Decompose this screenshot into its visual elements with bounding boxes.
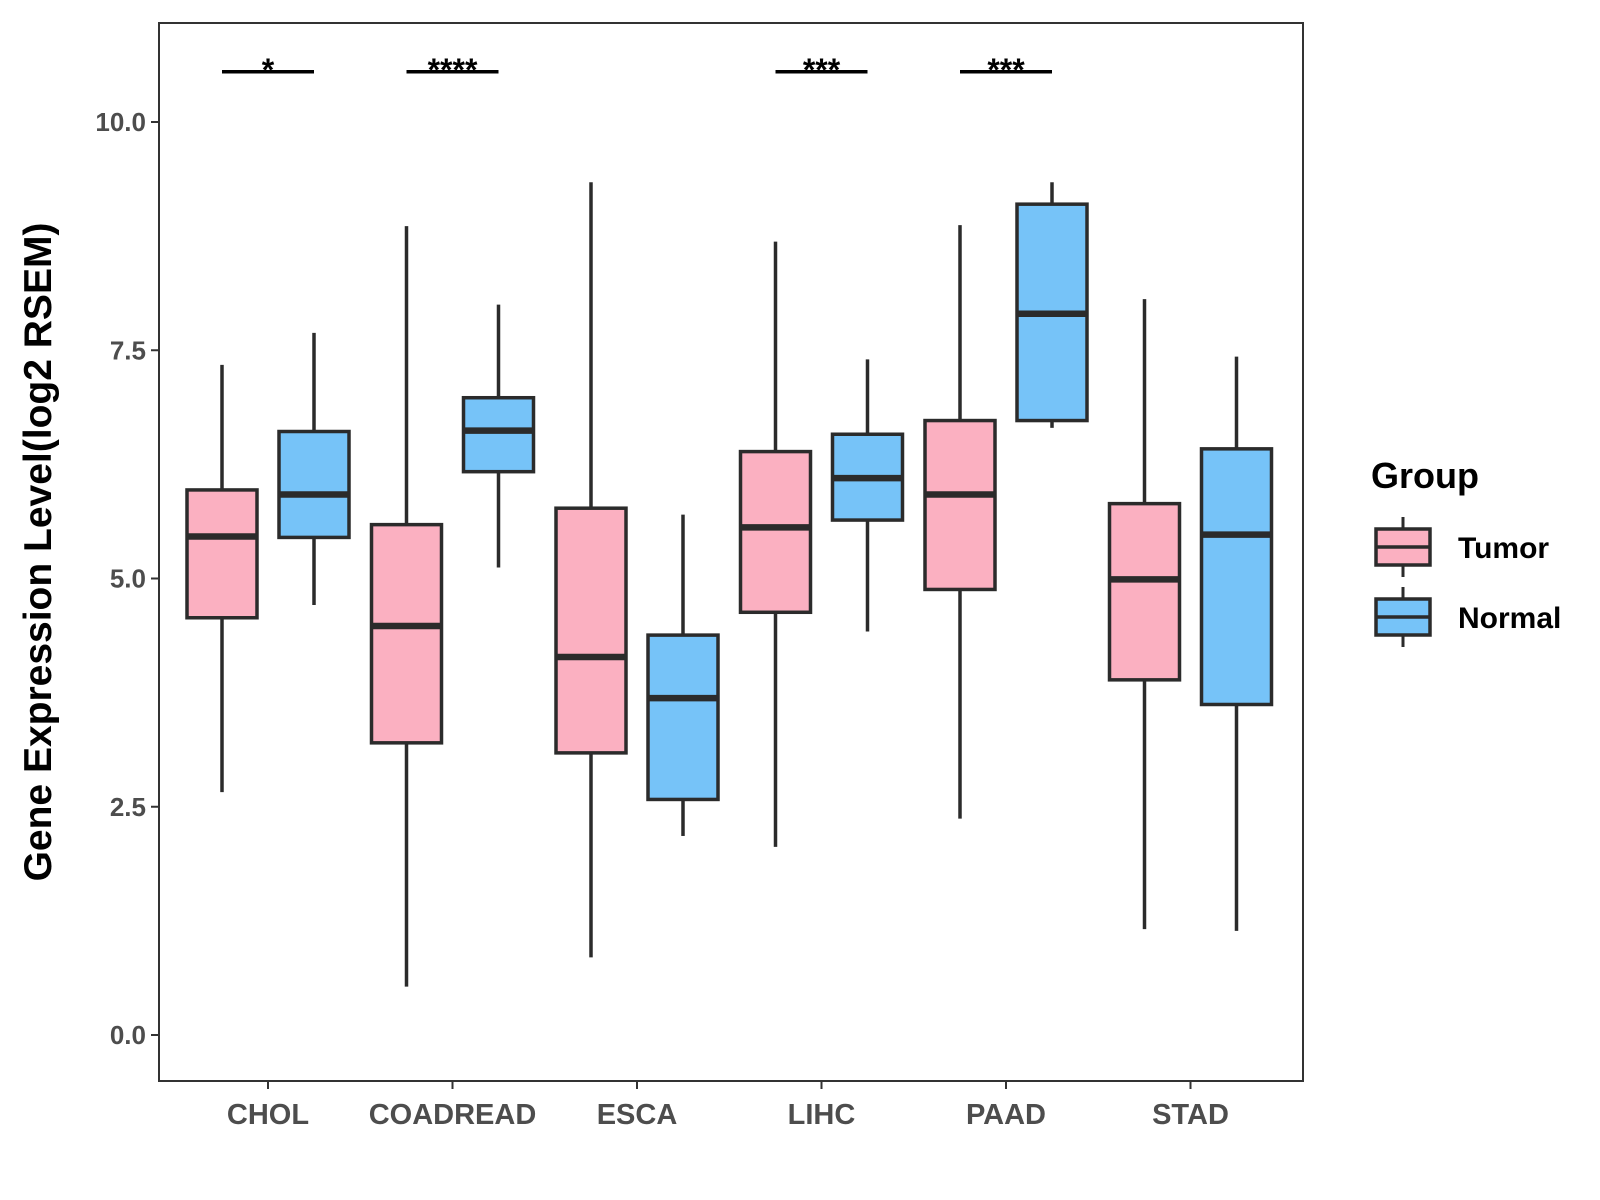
box-iqr bbox=[1199, 447, 1274, 707]
legend-label: Tumor bbox=[1458, 532, 1549, 565]
box-iqr bbox=[738, 449, 813, 615]
significance-stars: *** bbox=[987, 52, 1025, 88]
x-category-label: COADREAD bbox=[369, 1099, 537, 1131]
y-axis-title: Gene Expression Level(log2 RSEM) bbox=[17, 223, 60, 882]
legend-title: Group bbox=[1371, 455, 1479, 496]
significance-annotations: * **** *** *** bbox=[222, 52, 1052, 88]
box-iqr bbox=[554, 506, 628, 755]
legend-item-tumor: Tumor bbox=[1374, 517, 1549, 577]
significance-stars: **** bbox=[428, 52, 478, 88]
box-iqr bbox=[185, 488, 259, 620]
legend: Group Tumor Normal bbox=[1371, 455, 1561, 647]
y-axis: 0.0 2.5 5.0 7.5 10.0 bbox=[95, 107, 159, 1050]
normal-box-lihc bbox=[830, 359, 905, 632]
tumor-box-coadread bbox=[369, 226, 444, 987]
legend-item-normal: Normal bbox=[1374, 587, 1561, 647]
tumor-box-esca bbox=[554, 182, 628, 958]
x-category-label: PAAD bbox=[966, 1099, 1046, 1131]
tumor-box-chol bbox=[185, 364, 259, 793]
box-iqr bbox=[1107, 501, 1182, 682]
y-tick-label: 7.5 bbox=[110, 335, 146, 365]
significance-stars: * bbox=[262, 52, 275, 88]
x-category-label: ESCA bbox=[597, 1099, 678, 1131]
box-iqr bbox=[277, 429, 351, 540]
normal-box-chol bbox=[277, 332, 351, 605]
tumor-box-stad bbox=[1107, 299, 1182, 930]
box-iqr bbox=[369, 522, 444, 745]
y-tick-label: 0.0 bbox=[110, 1020, 146, 1050]
box-series bbox=[185, 182, 1274, 987]
y-tick-label: 5.0 bbox=[110, 564, 146, 594]
normal-box-stad bbox=[1199, 356, 1274, 931]
x-category-label: STAD bbox=[1152, 1099, 1229, 1131]
normal-box-coadread bbox=[461, 304, 536, 568]
x-category-label: LIHC bbox=[788, 1099, 856, 1131]
legend-label: Normal bbox=[1458, 602, 1561, 635]
x-axis: CHOL COADREAD ESCA LIHC PAAD STAD bbox=[227, 1081, 1229, 1131]
significance-stars: *** bbox=[803, 52, 841, 88]
box-iqr bbox=[461, 395, 536, 474]
box-iqr bbox=[923, 418, 997, 592]
x-category-label: CHOL bbox=[227, 1099, 309, 1131]
tumor-box-lihc bbox=[738, 241, 813, 847]
y-tick-label: 2.5 bbox=[110, 792, 146, 822]
y-tick-label: 10.0 bbox=[95, 107, 146, 137]
normal-box-esca bbox=[646, 514, 720, 836]
normal-box-paad bbox=[1015, 182, 1089, 428]
box-iqr bbox=[646, 633, 720, 802]
tumor-box-paad bbox=[923, 225, 997, 819]
